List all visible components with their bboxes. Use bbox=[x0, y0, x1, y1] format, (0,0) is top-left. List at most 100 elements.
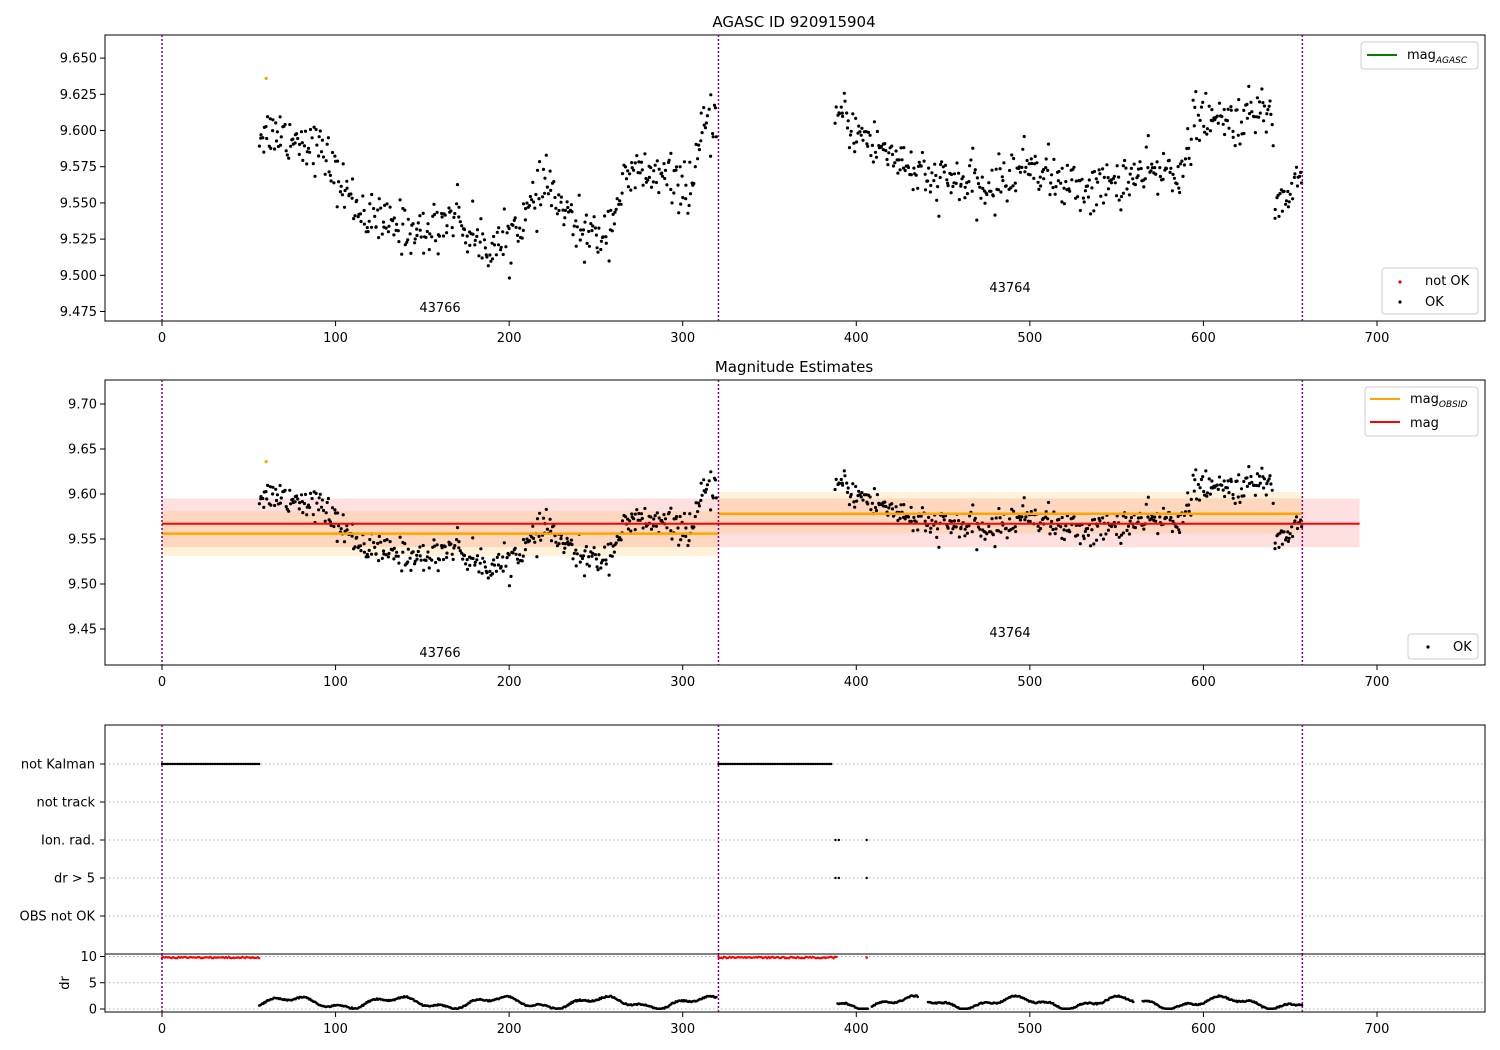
ok-point bbox=[475, 554, 480, 558]
ok-point bbox=[335, 205, 339, 209]
ok-point bbox=[377, 534, 381, 539]
ok-point bbox=[473, 560, 477, 564]
ok-point bbox=[946, 526, 950, 530]
flag-point bbox=[216, 762, 219, 766]
ok-point bbox=[990, 168, 994, 172]
ok-point bbox=[445, 555, 449, 560]
ok-point bbox=[703, 490, 708, 494]
ok-point bbox=[657, 191, 661, 195]
ok-point bbox=[505, 231, 509, 235]
ok-point bbox=[1280, 542, 1284, 546]
ok-point bbox=[875, 129, 880, 134]
ok-point bbox=[949, 531, 953, 535]
ok-point bbox=[355, 198, 359, 202]
ok-point bbox=[652, 169, 656, 173]
ok-point bbox=[315, 143, 319, 147]
panel2-title: Magnitude Estimates bbox=[715, 358, 873, 376]
ok-point bbox=[599, 247, 603, 252]
ok-point bbox=[350, 196, 354, 200]
ok-point bbox=[705, 114, 710, 118]
ok-point bbox=[455, 526, 460, 530]
ok-point bbox=[509, 261, 513, 265]
flag-point bbox=[755, 762, 758, 766]
ok-point bbox=[1119, 195, 1124, 199]
ok-point bbox=[1198, 118, 1202, 122]
ok-point bbox=[485, 571, 489, 575]
ok-point bbox=[653, 514, 657, 518]
ok-point bbox=[852, 141, 856, 145]
ok-point bbox=[1153, 515, 1157, 519]
ok-point bbox=[291, 497, 295, 501]
ok-point bbox=[369, 225, 374, 229]
ok-point bbox=[1237, 473, 1241, 477]
ok-point bbox=[340, 193, 344, 197]
ok-point bbox=[979, 196, 983, 200]
ok-point bbox=[1253, 493, 1257, 497]
ok-point bbox=[541, 167, 546, 171]
ok-point bbox=[628, 172, 632, 176]
ok-point bbox=[1092, 517, 1097, 522]
ok-point bbox=[278, 143, 283, 147]
ok-point bbox=[1129, 166, 1133, 170]
ok-point bbox=[1048, 532, 1052, 536]
ok-point bbox=[937, 545, 941, 549]
ok-point bbox=[1180, 159, 1184, 163]
flag-point bbox=[834, 838, 837, 842]
ok-point bbox=[308, 505, 312, 510]
ok-point bbox=[1011, 184, 1015, 188]
y-tick-label: 9.575 bbox=[60, 160, 97, 175]
ok-point bbox=[869, 508, 873, 512]
ok-point bbox=[443, 213, 447, 217]
x-tick-label: 300 bbox=[670, 331, 695, 346]
ok-point bbox=[847, 146, 852, 150]
ok-point bbox=[1172, 176, 1176, 180]
flag-point bbox=[205, 762, 209, 766]
ok-point bbox=[1020, 165, 1024, 169]
ok-point bbox=[1136, 174, 1140, 178]
ok-point bbox=[574, 219, 578, 223]
x-tick-label: 0 bbox=[158, 331, 166, 346]
ok-point bbox=[1131, 177, 1135, 181]
ok-point bbox=[639, 160, 644, 164]
ok-point bbox=[849, 129, 853, 133]
flag-point bbox=[812, 762, 816, 766]
ok-point bbox=[902, 166, 906, 170]
ok-point bbox=[654, 180, 659, 185]
ok-point bbox=[1068, 530, 1072, 534]
ok-point bbox=[530, 198, 534, 202]
ok-point bbox=[676, 526, 680, 530]
ok-point bbox=[441, 557, 446, 562]
ok-point bbox=[848, 133, 853, 137]
svg-text:magOBSID: magOBSID bbox=[1410, 392, 1468, 410]
ok-point bbox=[923, 188, 928, 192]
y-tick-label: 9.60 bbox=[68, 488, 97, 503]
ok-point bbox=[473, 243, 477, 247]
ok-point bbox=[1249, 474, 1253, 479]
ok-point bbox=[1104, 193, 1108, 197]
ok-point bbox=[1011, 526, 1015, 530]
y-tick-label: 9.70 bbox=[68, 398, 97, 413]
ok-point bbox=[604, 241, 608, 245]
ok-point bbox=[1096, 524, 1100, 528]
ok-point bbox=[424, 235, 428, 239]
ok-point bbox=[581, 228, 586, 232]
flag-point bbox=[834, 876, 837, 880]
ok-point bbox=[269, 503, 273, 507]
ok-point bbox=[584, 545, 589, 549]
ok-point bbox=[1291, 197, 1295, 201]
ok-point bbox=[1229, 108, 1233, 112]
ok-point bbox=[654, 524, 659, 528]
ok-point bbox=[1203, 130, 1207, 134]
legend-mag-agasc-sub: AGASC bbox=[1435, 56, 1468, 66]
flag-point bbox=[807, 762, 810, 766]
ok-point bbox=[603, 214, 607, 218]
ok-point bbox=[1035, 161, 1039, 165]
ok-point bbox=[1143, 177, 1147, 181]
ok-point bbox=[302, 144, 307, 148]
ok-point bbox=[1264, 493, 1268, 497]
ok-point bbox=[535, 168, 540, 172]
x-tick-label: 400 bbox=[844, 1022, 869, 1037]
ok-point bbox=[618, 199, 622, 203]
ok-point bbox=[684, 534, 688, 539]
